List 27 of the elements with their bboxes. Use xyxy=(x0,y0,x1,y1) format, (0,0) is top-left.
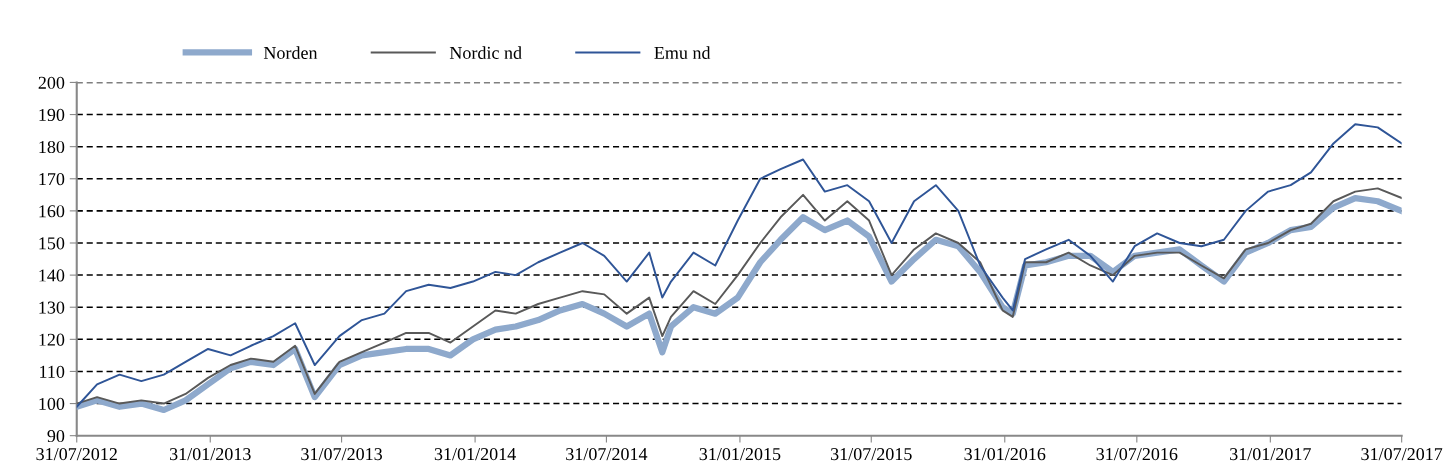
x-tick-label: 31/01/2015 xyxy=(699,448,781,461)
x-tick-label: 31/07/2015 xyxy=(831,448,912,461)
line-series xyxy=(76,123,1402,408)
y-tick-label: 150 xyxy=(39,237,65,250)
x-tick-label: 31/07/2012 xyxy=(36,448,117,461)
x-tick-label: 31/07/2017 xyxy=(1361,448,1443,461)
x-tick-label: 31/07/2016 xyxy=(1096,448,1178,461)
y-tick-label: 180 xyxy=(39,140,65,154)
y-tick-label: 120 xyxy=(39,333,65,346)
legend-label: Emu nd xyxy=(654,46,711,59)
legend-label: Norden xyxy=(263,46,318,59)
x-tick-label: 31/07/2014 xyxy=(566,448,648,461)
y-tick-label: 130 xyxy=(39,301,65,314)
y-tick-label: 90 xyxy=(47,429,65,443)
x-tick-label: 31/01/2013 xyxy=(169,448,251,461)
y-tick-label: 160 xyxy=(39,205,65,218)
y-tick-label: 200 xyxy=(38,76,65,89)
y-tick-label: 110 xyxy=(40,365,65,378)
x-tick-label: 31/01/2017 xyxy=(1230,448,1311,461)
legend-label: Nordic nd xyxy=(449,46,522,59)
y-tick-label: 170 xyxy=(39,173,65,186)
y-tick-label: 190 xyxy=(39,108,65,121)
x-tick-label: 31/01/2014 xyxy=(434,448,516,461)
y-tick-label: 140 xyxy=(39,269,65,282)
x-tick-label: 31/07/2013 xyxy=(301,448,383,461)
x-tick-label: 31/01/2016 xyxy=(964,448,1046,461)
y-tick-label: 100 xyxy=(39,397,65,410)
